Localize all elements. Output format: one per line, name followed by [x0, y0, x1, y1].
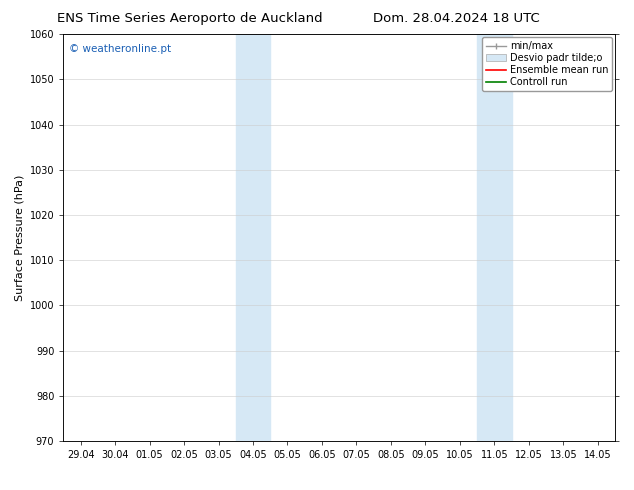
Text: ENS Time Series Aeroporto de Auckland: ENS Time Series Aeroporto de Auckland	[58, 12, 323, 25]
Y-axis label: Surface Pressure (hPa): Surface Pressure (hPa)	[14, 174, 24, 301]
Legend: min/max, Desvio padr tilde;o, Ensemble mean run, Controll run: min/max, Desvio padr tilde;o, Ensemble m…	[482, 37, 612, 91]
Text: © weatheronline.pt: © weatheronline.pt	[69, 45, 171, 54]
Bar	[236, 34, 270, 441]
Bar	[477, 34, 512, 441]
Text: Dom. 28.04.2024 18 UTC: Dom. 28.04.2024 18 UTC	[373, 12, 540, 25]
